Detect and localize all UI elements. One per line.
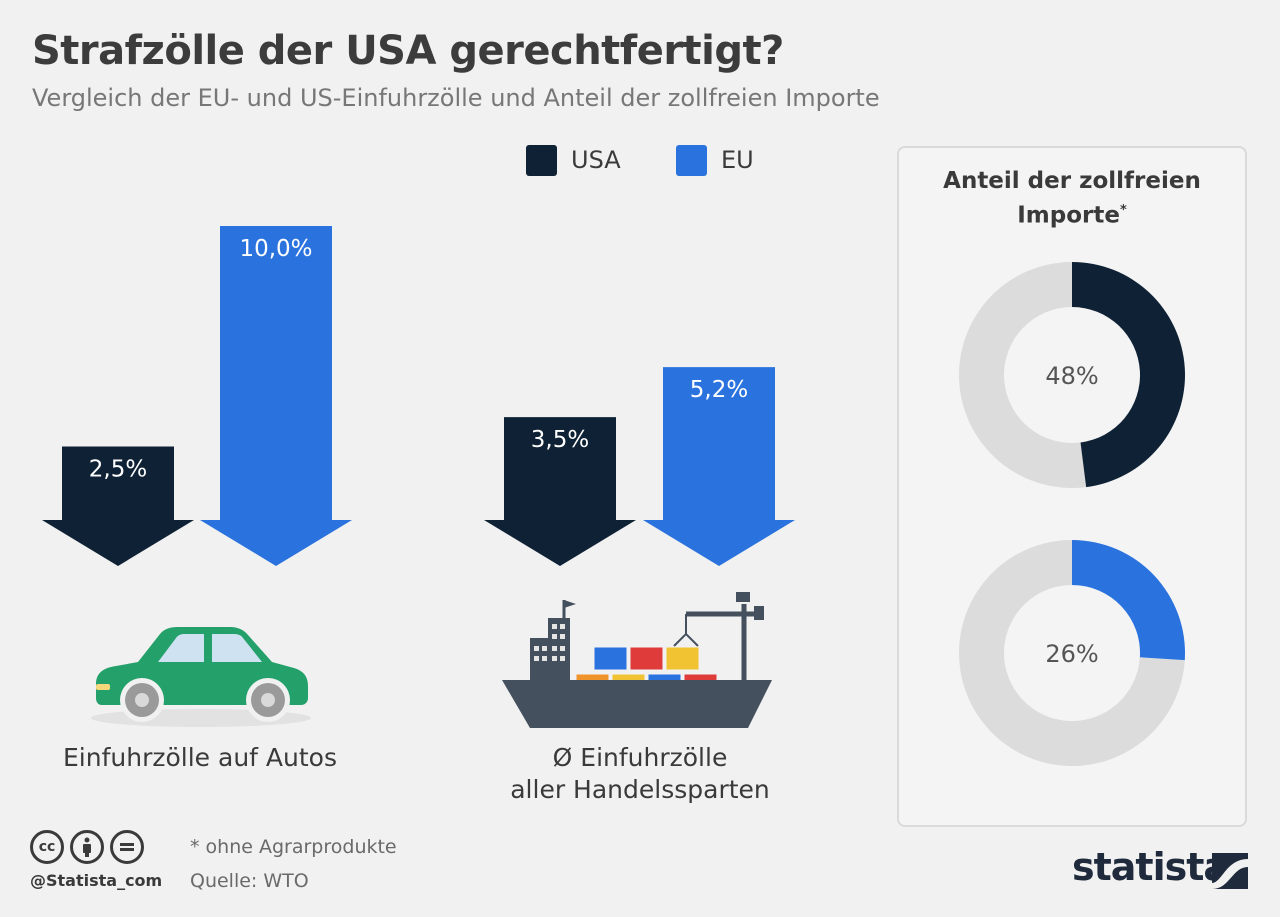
duty-free-imports-panel: Anteil der zollfreien Importe* — [897, 146, 1247, 827]
license-icons: cc — [30, 830, 144, 864]
legend-label-usa: USA — [571, 146, 621, 174]
page-title: Strafzölle der USA gerechtfertigt? — [32, 28, 784, 74]
page-subtitle: Vergleich der EU- und US-Einfuhrzölle un… — [32, 84, 880, 112]
donut-slice-usa — [1072, 262, 1185, 488]
data-label-eu-0: 10,0% — [239, 236, 312, 262]
arrow-bar-eu-1 — [643, 367, 795, 566]
donut-remainder-eu — [959, 540, 1185, 766]
arrow-bar-eu-0 — [200, 226, 352, 566]
donut-label-usa: 48% — [1045, 362, 1098, 390]
source-note: Quelle: WTO — [190, 870, 309, 892]
legend-item-eu: EU — [676, 144, 754, 176]
statista-handle: @Statista_com — [30, 871, 163, 890]
data-label-usa-1: 3,5% — [531, 427, 589, 453]
arrow-bar-usa-0 — [42, 446, 194, 566]
data-label-eu-1: 5,2% — [690, 377, 748, 403]
statista-logo-mark-icon — [1212, 853, 1248, 889]
panel-title-footnote-mark: * — [1119, 203, 1127, 218]
duty-free-donut-charts: 48% 26% — [958, 262, 1185, 766]
legend-item-usa: USA — [526, 144, 621, 176]
statista-logo: statista — [1072, 845, 1229, 889]
legend-swatch-usa — [526, 144, 557, 176]
legend-label-eu: EU — [721, 146, 754, 174]
arrow-bar-usa-1 — [484, 417, 636, 566]
legend-swatch-eu — [676, 144, 707, 176]
donut-remainder-usa — [958, 262, 1087, 488]
footnote: * ohne Agrarprodukte — [190, 836, 397, 858]
no-derivatives-icon — [110, 830, 144, 864]
category-label-autos: Einfuhrzölle auf Autos — [63, 743, 337, 772]
panel-title: Anteil der zollfreien Importe* — [899, 166, 1245, 231]
tariff-arrow-chart: 2,5% 10,0% 3,5% 5,2% — [42, 226, 795, 566]
cc-icon: cc — [30, 830, 64, 864]
panel-title-line2: Importe — [1017, 202, 1120, 229]
car-icon — [91, 627, 311, 727]
category-label-all-sectors: Ø Einfuhrzölle aller Handelssparten — [510, 743, 770, 804]
cargo-ship-icon — [502, 592, 772, 728]
panel-title-line1: Anteil der zollfreien — [943, 168, 1201, 194]
data-label-usa-0: 2,5% — [89, 457, 147, 483]
donut-slice-eu — [1072, 540, 1185, 661]
donut-label-eu: 26% — [1045, 640, 1098, 668]
attribution-icon — [70, 830, 104, 864]
